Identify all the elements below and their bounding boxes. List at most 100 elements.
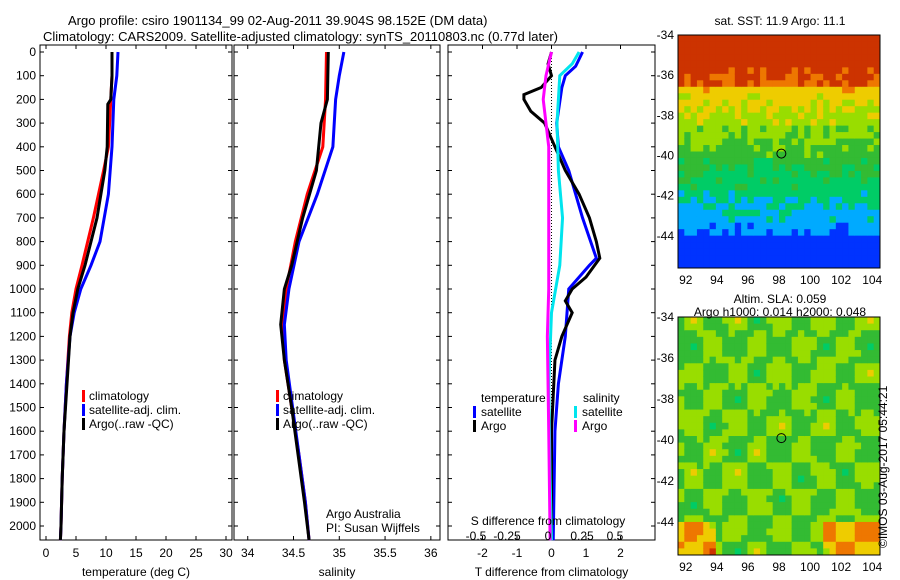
map-cell <box>779 449 786 457</box>
map-cell <box>715 455 723 463</box>
map-cell <box>728 86 736 94</box>
map-cell <box>728 495 736 503</box>
map-cell <box>804 396 812 404</box>
map-cell <box>810 35 818 42</box>
map-cell <box>690 409 698 417</box>
map-cell <box>854 183 862 191</box>
map-cell <box>867 317 875 325</box>
map-cell <box>690 47 698 55</box>
map-cell <box>854 449 862 457</box>
map-cell <box>823 455 830 463</box>
map-cell <box>823 462 830 470</box>
map-cell <box>696 170 704 178</box>
map-cell <box>760 216 767 224</box>
map-cell <box>741 429 748 437</box>
map-cell <box>696 515 704 523</box>
map-cell <box>760 106 767 114</box>
map-cell <box>816 343 824 351</box>
map-cell <box>722 190 729 198</box>
map-cell <box>696 209 704 217</box>
map-cell <box>722 521 729 530</box>
map-cell <box>747 235 755 243</box>
map-cell <box>816 475 824 483</box>
map-cell <box>854 67 862 75</box>
map-cell <box>728 235 736 243</box>
map-cell <box>848 35 856 42</box>
map-cell <box>728 47 736 55</box>
map-x-tick-label: 100 <box>800 273 820 287</box>
legend-label: Argo <box>582 419 608 433</box>
map-cell <box>829 402 837 411</box>
map-cell <box>766 548 774 556</box>
map-cell <box>797 548 805 556</box>
map-cell <box>791 93 799 101</box>
map-cell <box>760 145 767 152</box>
map-cell <box>709 60 717 68</box>
map-cell <box>747 475 755 483</box>
map-cell <box>829 248 837 256</box>
map-cell <box>867 376 875 384</box>
map-cell <box>690 548 698 556</box>
map-cell <box>760 138 767 146</box>
map-cell <box>741 47 748 55</box>
map-cell <box>696 125 704 133</box>
map-cell <box>785 548 793 556</box>
map-cell <box>734 449 742 457</box>
map-cell <box>873 416 881 424</box>
map-cell <box>810 363 818 371</box>
map-cell <box>715 515 723 523</box>
map-cell <box>867 242 875 250</box>
map-cell <box>747 409 755 417</box>
map-cell <box>722 495 729 503</box>
map-cell <box>753 363 761 371</box>
map-cell <box>867 436 875 444</box>
map-cell <box>816 429 824 437</box>
map-cell <box>760 93 767 101</box>
map-cell <box>810 343 818 351</box>
map-x-tick-label: 104 <box>862 560 882 574</box>
map-cell <box>747 383 755 391</box>
map-cell <box>715 508 723 516</box>
map-cell <box>797 138 805 146</box>
map-cell <box>722 336 729 344</box>
map-cell <box>678 402 685 411</box>
map-cell <box>804 429 812 437</box>
map-cell <box>678 548 685 556</box>
map-cell <box>696 396 704 404</box>
map-cell <box>804 323 812 331</box>
map-cell <box>854 242 862 250</box>
map-cell <box>791 170 799 178</box>
map-cell <box>747 157 755 165</box>
map-cell <box>678 343 685 351</box>
map-cell <box>753 112 761 120</box>
map-cell <box>760 442 767 450</box>
map-cell <box>779 209 786 217</box>
map-cell <box>722 528 729 536</box>
map-cell <box>842 343 849 351</box>
map-cell <box>823 402 830 411</box>
map-cell <box>715 138 723 146</box>
map-cell <box>753 488 761 496</box>
map-cell <box>791 409 799 417</box>
map-cell <box>684 222 692 230</box>
map-cell <box>728 157 736 165</box>
map-cell <box>835 229 843 237</box>
map-cell <box>842 157 849 165</box>
map-cell <box>804 409 812 417</box>
map-cell <box>741 86 748 94</box>
map-cell <box>753 369 761 377</box>
map-cell <box>696 409 704 417</box>
map-cell <box>753 317 761 325</box>
map-cell <box>741 416 748 424</box>
map-cell <box>779 138 786 146</box>
map-cell <box>715 429 723 437</box>
map-cell <box>678 177 685 185</box>
map-cell <box>690 336 698 344</box>
map-cell <box>791 138 799 146</box>
y-tick-label: 1500 <box>9 401 36 415</box>
map-cell <box>722 106 729 114</box>
map-cell <box>835 402 843 411</box>
map-cell <box>854 112 862 120</box>
map-cell <box>741 436 748 444</box>
map-cell <box>804 383 812 391</box>
